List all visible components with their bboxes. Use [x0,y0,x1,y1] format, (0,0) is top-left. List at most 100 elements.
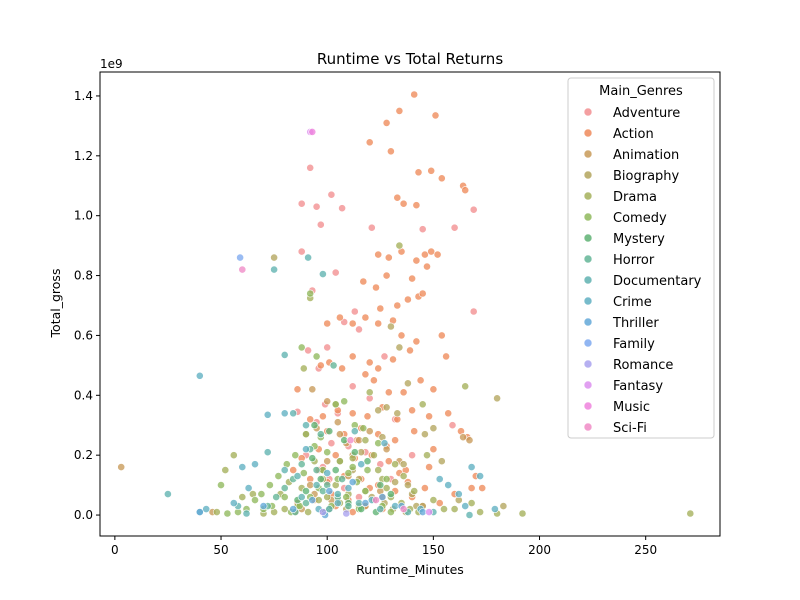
point-animation [333,418,342,427]
point-mystery [310,421,319,430]
point-crime [333,499,342,507]
point-drama [518,509,527,518]
point-crime [490,505,499,513]
point-action [442,352,450,361]
x-axis-label: Runtime_Minutes [356,562,464,577]
point-action [395,107,404,115]
point-action [429,385,438,394]
point-adventure [312,202,321,211]
point-documentary [333,490,342,498]
x-tick-label: 0 [111,543,119,557]
point-horror [344,502,353,510]
point-action [406,346,414,355]
point-adventure [418,225,427,234]
point-drama [476,508,484,516]
point-drama [418,400,427,409]
point-adventure [380,352,389,361]
point-mystery [308,454,317,463]
point-thriller [378,493,387,501]
point-drama [374,466,383,474]
point-action [376,304,385,313]
point-crime [380,439,389,448]
point-documentary [318,270,327,278]
point-thriller [195,508,204,516]
point-drama [238,493,247,501]
point-sci-fi [346,436,355,445]
point-drama [440,505,448,513]
point-music [308,127,317,136]
y-tick-label: 1.2 [74,149,93,163]
point-adventure [448,421,457,430]
point-adventure [408,451,416,460]
point-action [399,388,408,397]
point-adventure [331,268,340,277]
point-biography [386,322,395,331]
point-documentary [312,481,321,489]
point-crime [323,469,332,477]
point-crime [467,463,476,471]
point-drama [395,241,404,250]
point-thriller [259,502,268,510]
point-crime [476,472,484,480]
point-comedy [280,493,289,501]
point-mystery [376,481,385,489]
legend-label-mystery: Mystery [613,232,665,247]
point-action [408,406,416,415]
point-drama [229,451,238,460]
y-tick-label: 1.0 [74,209,93,223]
legend-label-fantasy: Fantasy [613,379,663,394]
point-crime [195,371,204,380]
legend-marker-comedy [583,212,593,222]
point-action [412,337,421,346]
point-action [437,331,446,340]
point-comedy [302,430,310,439]
point-drama [369,451,378,460]
x-tick-label: 150 [422,543,445,557]
legend-marker-drama [583,191,593,201]
point-romance [342,509,351,518]
point-adventure [297,247,306,256]
point-comedy [274,472,283,480]
point-adventure [469,307,478,316]
point-action [382,271,391,280]
plot-frame [99,71,721,537]
point-action [403,295,412,304]
legend-label-documentary: Documentary [613,274,702,289]
point-biography [493,394,501,403]
point-adventure [469,205,478,214]
point-action [386,147,395,156]
point-crime [357,460,366,469]
point-action [423,262,431,271]
point-biography [395,343,404,352]
point-documentary [289,409,298,418]
point-documentary [350,427,359,436]
point-crime [244,484,253,492]
point-action [369,376,378,385]
legend-label-sci-fi: Sci-Fi [613,421,647,436]
point-crime [263,410,272,419]
point-sci-fi [372,496,380,504]
point-thriller [325,487,334,495]
point-documentary [325,505,334,513]
legend-marker-fantasy [583,380,593,390]
legend-label-biography: Biography [613,169,680,184]
point-adventure [304,346,312,355]
point-comedy [340,397,349,406]
point-documentary [163,490,172,498]
point-documentary [376,505,385,513]
point-comedy [265,481,274,489]
legend-label-adventure: Adventure [613,106,680,121]
point-mystery [350,448,359,457]
point-documentary [465,511,474,519]
y-tick-label: 0.0 [74,508,93,522]
point-action [391,436,399,445]
legend-label-action: Action [613,127,654,142]
point-crime [302,445,310,454]
point-documentary [280,466,289,474]
point-action [425,463,433,471]
point-action [414,168,423,177]
point-adventure [355,325,363,334]
x-tick-label: 50 [213,543,228,557]
legend-label-drama: Drama [613,190,657,205]
point-action [425,412,433,421]
